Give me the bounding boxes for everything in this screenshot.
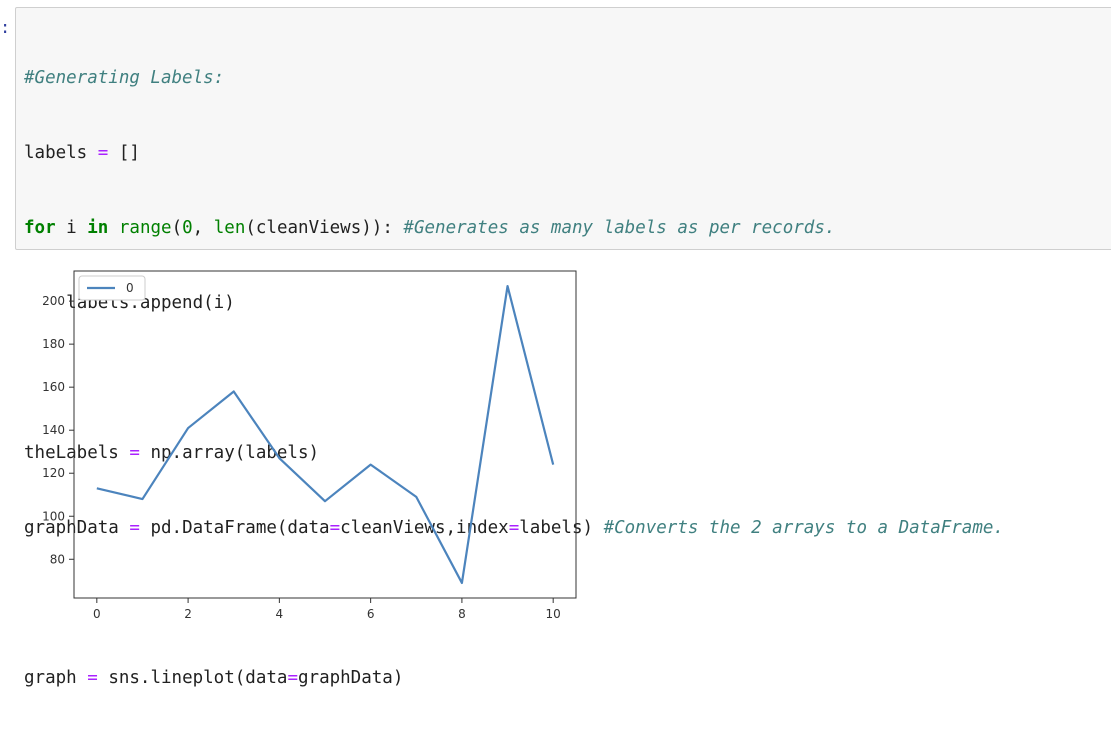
code-token: pd.DataFrame(data xyxy=(150,518,330,538)
code-token: (cleanViews)): xyxy=(245,218,393,238)
code-operator: = xyxy=(97,143,109,163)
code-operator: = xyxy=(129,443,140,463)
code-builtin: len xyxy=(213,218,246,238)
x-tick-label: 2 xyxy=(184,607,192,621)
code-keyword: for xyxy=(24,218,56,238)
cell-output: 0 2 4 6 8 10 80 100 120 140 160 180 200 0 xyxy=(20,258,620,638)
y-tick-label: 160 xyxy=(42,380,65,394)
y-tick-label: 200 xyxy=(42,294,65,308)
code-line: graph = sns.lineplot(data=graphData) xyxy=(24,666,1004,691)
code-comment: #Generating Labels: xyxy=(24,68,225,88)
code-cell-input[interactable]: #Generating Labels: labels = [] for i in… xyxy=(15,7,1111,688)
code-keyword: in xyxy=(87,218,109,238)
code-token: theLabels xyxy=(24,443,119,463)
code-token: sns.lineplot(data xyxy=(108,668,288,688)
plot-frame xyxy=(73,270,577,599)
code-token: ( xyxy=(171,218,183,238)
code-number: 0 xyxy=(182,218,193,238)
y-tick-label: 180 xyxy=(42,337,65,351)
code-token: graphData) xyxy=(298,668,404,688)
y-tick-label: 120 xyxy=(42,466,65,480)
code-token: np.array(labels) xyxy=(150,443,320,463)
series-line xyxy=(96,284,555,585)
code-builtin: range xyxy=(118,218,172,238)
code-comment: #Generates as many labels as per records… xyxy=(403,218,836,238)
y-tick-label: 80 xyxy=(50,552,65,566)
y-tick-label: 100 xyxy=(42,509,65,523)
code-line: theLabels = np.array(labels) xyxy=(24,441,1004,466)
y-tick-label: 140 xyxy=(42,423,65,437)
code-line: for i in range(0, len(cleanViews)): #Gen… xyxy=(24,216,1004,241)
cell-prompt: : xyxy=(0,18,11,38)
line-chart: 0 2 4 6 8 10 80 100 120 140 160 180 200 0 xyxy=(42,270,577,621)
x-tick-label: 10 xyxy=(546,607,561,621)
x-tick-label: 0 xyxy=(93,607,101,621)
code-comment: #Converts the 2 arrays to a DataFrame. xyxy=(603,518,1004,538)
code-operator: = xyxy=(329,518,341,538)
code-operator: = xyxy=(508,518,520,538)
code-line: #Generating Labels: xyxy=(24,66,1004,91)
code-token: graph xyxy=(24,668,77,688)
code-line: labels = [] xyxy=(24,141,1004,166)
code-operator: = xyxy=(87,668,98,688)
code-line: graphData = pd.DataFrame(data=cleanViews… xyxy=(24,516,1004,541)
code-operator: = xyxy=(287,668,298,688)
x-tick-label: 4 xyxy=(276,607,284,621)
code-operator: = xyxy=(129,518,140,538)
code-token: [] xyxy=(118,143,140,163)
code-token: , xyxy=(192,218,204,238)
code-token: i xyxy=(66,218,77,238)
legend-label: 0 xyxy=(126,281,134,295)
x-tick-label: 6 xyxy=(367,607,375,621)
code-token: cleanViews,index xyxy=(340,518,509,538)
code-token: labels xyxy=(24,143,88,163)
code-token: labels) xyxy=(519,518,594,538)
code-token: graphData xyxy=(24,518,119,538)
x-tick-label: 8 xyxy=(458,607,466,621)
